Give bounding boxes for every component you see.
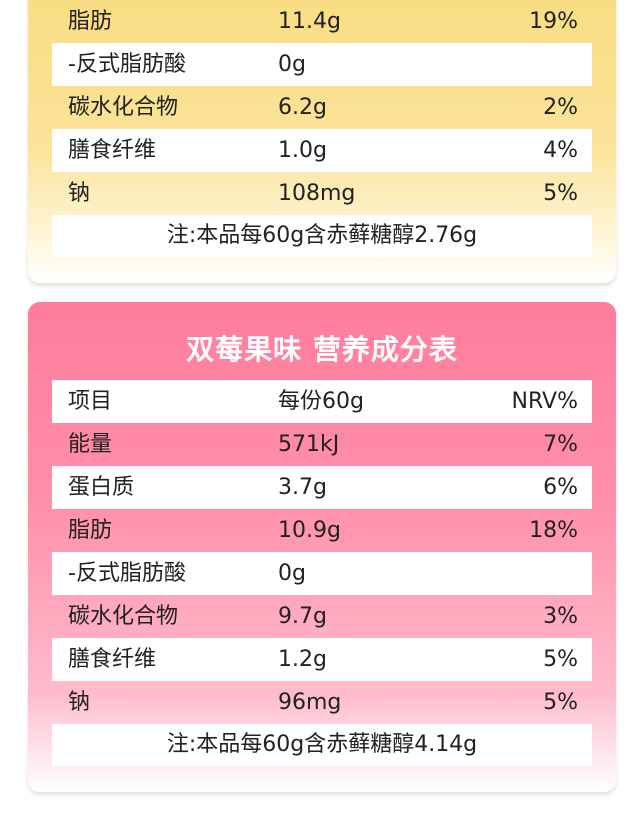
- table-row: 碳水化合物 6.2g 2%: [52, 86, 592, 129]
- nutrient-value: 9.7g: [278, 604, 327, 629]
- table-row: 膳食纤维 1.0g 4%: [52, 129, 592, 172]
- nutrient-name: 钠: [68, 690, 91, 715]
- header-nrv: NRV%: [511, 389, 579, 414]
- nutrition-card-top: 脂肪 11.4g 19% -反式脂肪酸 0g 碳水化合物 6.2g 2% 膳食纤…: [28, 0, 616, 283]
- table-row: 钠 108mg 5%: [52, 172, 592, 215]
- nutrient-nrv: 2%: [543, 95, 578, 120]
- note-text: 注:本品每60g含赤藓糖醇2.76g: [166, 223, 478, 248]
- nutrient-name: 脂肪: [68, 9, 113, 34]
- table-note: 注:本品每60g含赤藓糖醇2.76g: [52, 215, 592, 257]
- nutrient-nrv: 6%: [543, 475, 578, 500]
- nutrient-value: 571kJ: [278, 432, 340, 457]
- nutrient-value: 1.2g: [278, 647, 327, 672]
- table-row: -反式脂肪酸 0g: [52, 43, 592, 86]
- nutrient-value: 0g: [278, 52, 306, 77]
- nutrient-nrv: 5%: [543, 647, 578, 672]
- nutrient-name: 蛋白质: [68, 475, 135, 500]
- nutrient-value: 96mg: [278, 690, 342, 715]
- nutrient-nrv: 5%: [543, 181, 578, 206]
- nutrient-nrv: 18%: [529, 518, 578, 543]
- nutrition-table-top: 脂肪 11.4g 19% -反式脂肪酸 0g 碳水化合物 6.2g 2% 膳食纤…: [52, 0, 592, 257]
- nutrient-value: 1.0g: [278, 138, 327, 163]
- nutrient-name: 碳水化合物: [68, 604, 179, 629]
- nutrient-name: 膳食纤维: [68, 647, 157, 672]
- table-row: 脂肪 11.4g 19%: [52, 0, 592, 43]
- nutrient-name: 脂肪: [68, 518, 113, 543]
- nutrition-card-double-berry: 双莓果味 营养成分表 项目 每份60g NRV% 能量 571kJ 7% 蛋白质…: [28, 302, 616, 792]
- nutrient-nrv: 19%: [529, 9, 578, 34]
- nutrient-value: 11.4g: [278, 9, 341, 34]
- nutrient-nrv: 3%: [543, 604, 578, 629]
- nutrient-value: 6.2g: [278, 95, 327, 120]
- table-row: 膳食纤维 1.2g 5%: [52, 638, 592, 681]
- table-note: 注:本品每60g含赤藓糖醇4.14g: [52, 724, 592, 766]
- nutrient-name: 钠: [68, 181, 91, 206]
- nutrient-nrv: 4%: [543, 138, 578, 163]
- nutrition-table-double-berry: 项目 每份60g NRV% 能量 571kJ 7% 蛋白质 3.7g 6% 脂肪…: [52, 380, 592, 766]
- note-text: 注:本品每60g含赤藓糖醇4.14g: [166, 732, 478, 757]
- table-row: 脂肪 10.9g 18%: [52, 509, 592, 552]
- nutrient-name: -反式脂肪酸: [68, 561, 186, 586]
- nutrient-name: 膳食纤维: [68, 138, 157, 163]
- table-row: 能量 571kJ 7%: [52, 423, 592, 466]
- nutrient-name: 碳水化合物: [68, 95, 179, 120]
- nutrient-value: 10.9g: [278, 518, 341, 543]
- nutrient-value: 3.7g: [278, 475, 327, 500]
- header-serving: 每份60g: [278, 389, 364, 414]
- table-row: -反式脂肪酸 0g: [52, 552, 592, 595]
- header-item: 项目: [68, 389, 113, 414]
- nutrient-value: 0g: [278, 561, 306, 586]
- nutrient-nrv: 5%: [543, 690, 578, 715]
- nutrient-nrv: 7%: [543, 432, 578, 457]
- nutrient-value: 108mg: [278, 181, 356, 206]
- nutrient-name: 能量: [68, 432, 113, 457]
- table-row: 蛋白质 3.7g 6%: [52, 466, 592, 509]
- table-header-row: 项目 每份60g NRV%: [52, 380, 592, 423]
- card-title: 双莓果味 营养成分表: [186, 333, 458, 366]
- table-row: 碳水化合物 9.7g 3%: [52, 595, 592, 638]
- nutrient-name: -反式脂肪酸: [68, 52, 186, 77]
- table-row: 钠 96mg 5%: [52, 681, 592, 724]
